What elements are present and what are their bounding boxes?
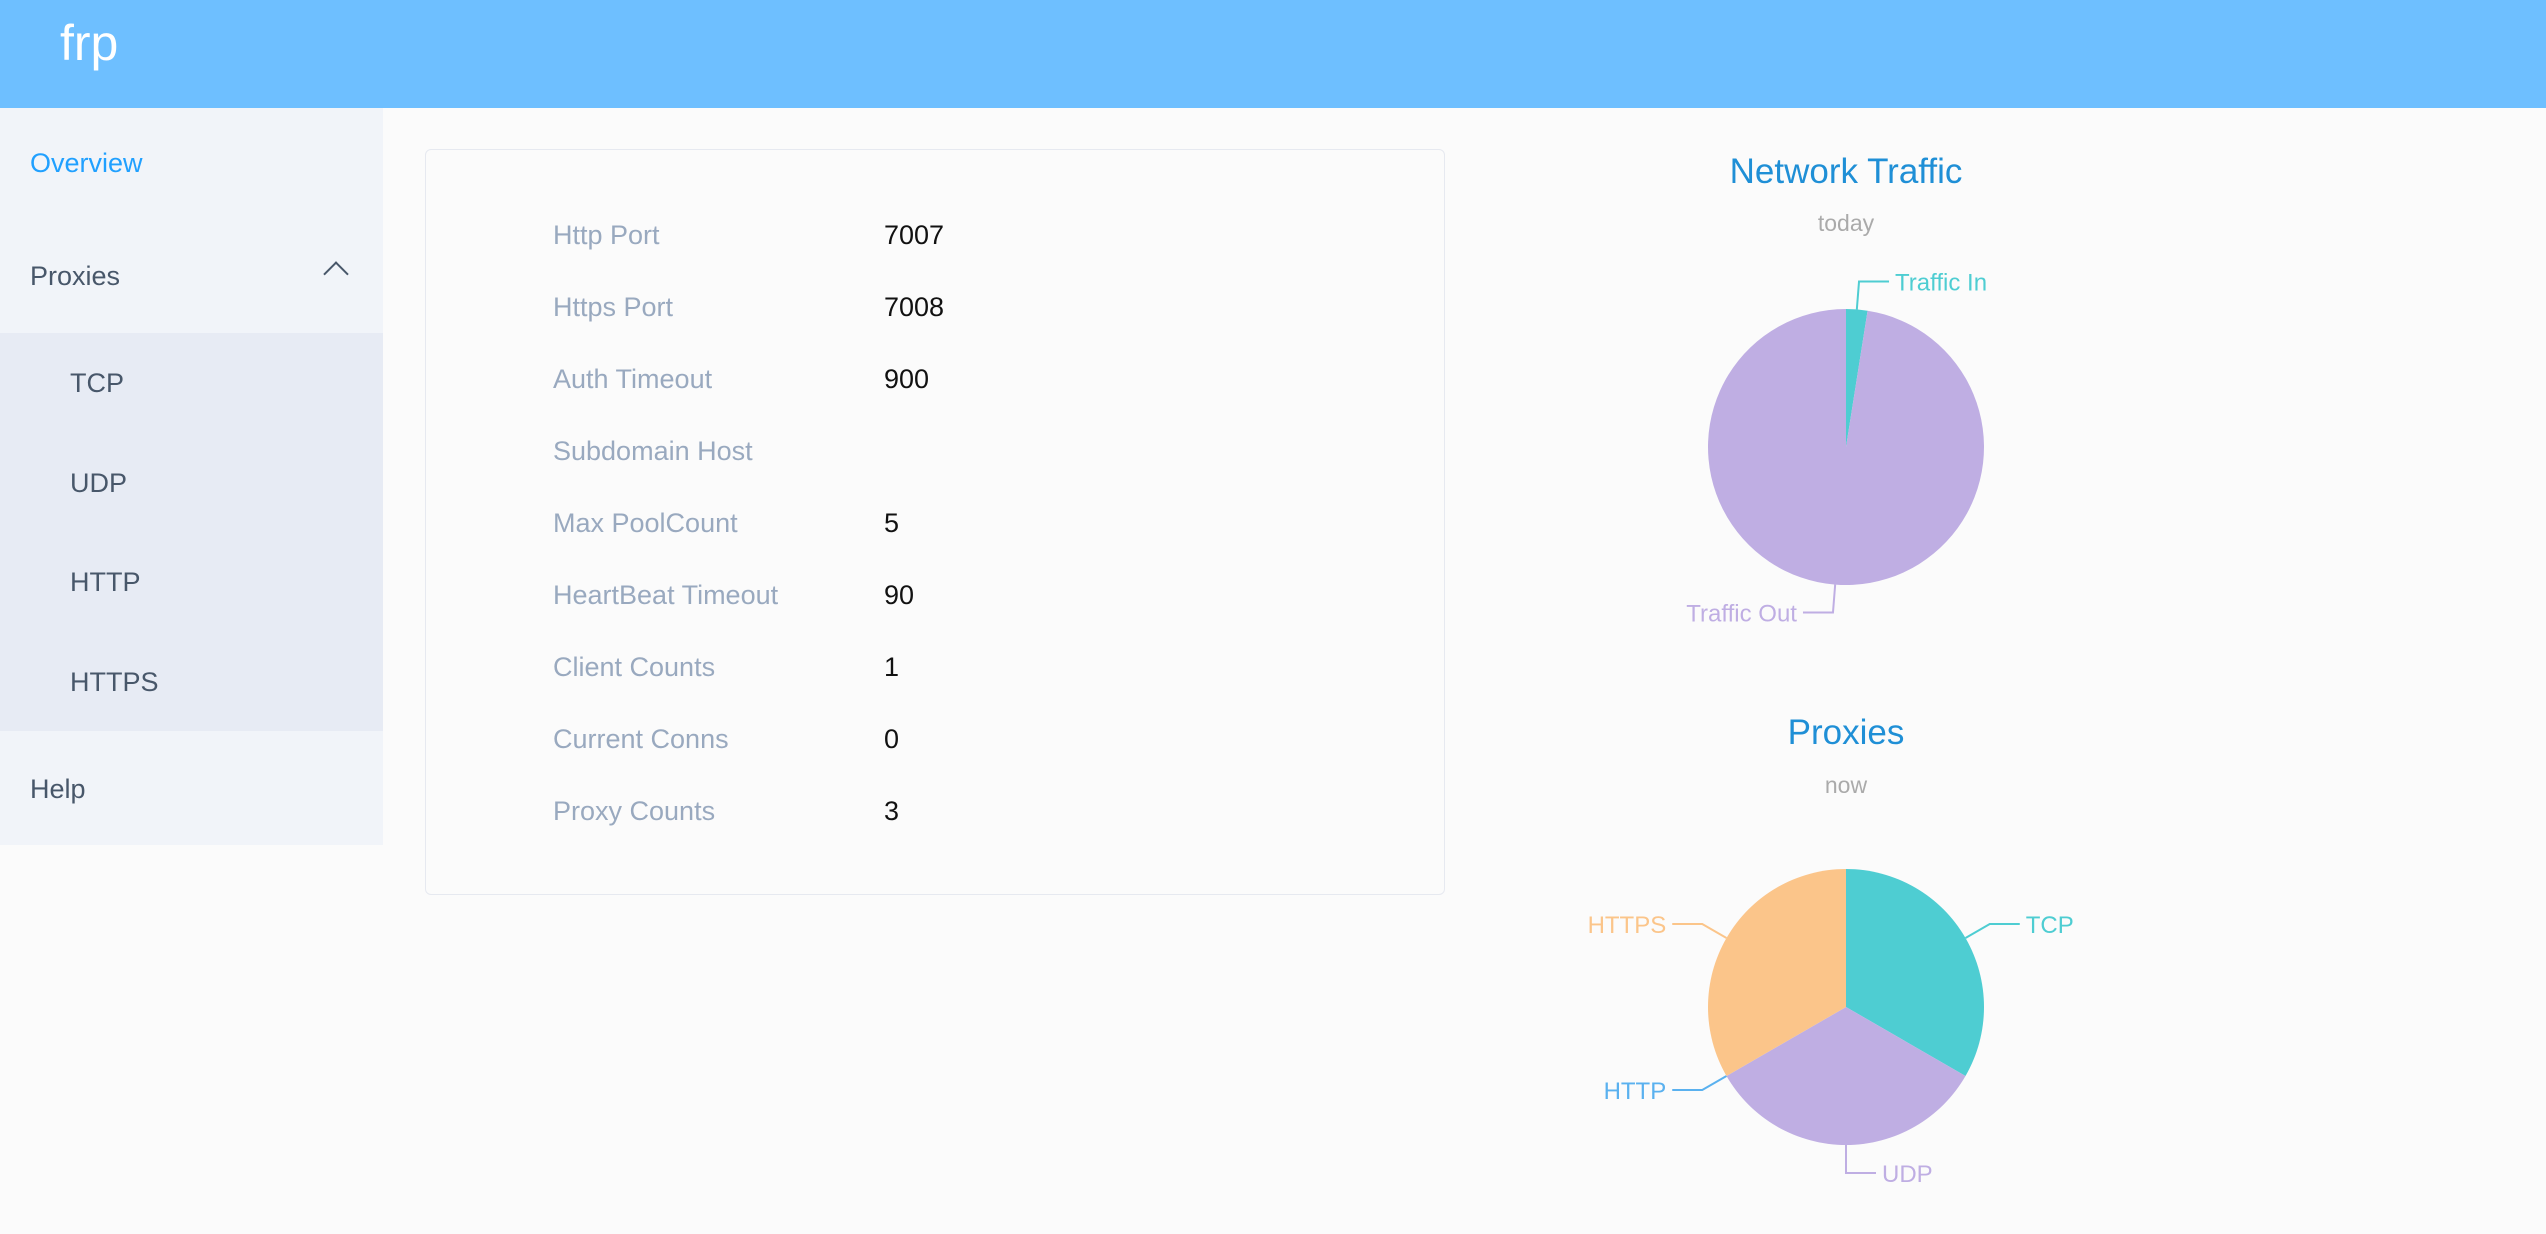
slice-label: Traffic Out <box>1686 600 1797 627</box>
pie-slice-traffic-in[interactable] <box>1846 309 1868 447</box>
pie-slice-https[interactable] <box>1708 869 1846 1076</box>
info-value: 3 <box>884 796 900 826</box>
sidebar-item-overview[interactable]: Overview <box>30 148 143 178</box>
info-label: Max PoolCount <box>553 508 738 538</box>
sidebar: Overview Proxies TCP UDP HTTP HTTPS Help <box>0 108 383 845</box>
info-label: Auth Timeout <box>553 364 713 394</box>
label-line <box>1855 280 1890 310</box>
pie-slice-traffic-out[interactable] <box>1708 309 1984 585</box>
proxies-chart-subtitle: now <box>1824 772 1868 798</box>
network-traffic-title: Network Traffic <box>1729 152 1963 191</box>
slice-label: HTTP <box>1604 1078 1667 1105</box>
label-line <box>1802 584 1837 614</box>
sidebar-item-proxies[interactable]: Proxies <box>0 221 383 331</box>
sidebar-item-udp[interactable]: UDP <box>70 468 128 498</box>
info-label: Proxy Counts <box>553 796 716 826</box>
info-label: Current Conns <box>553 724 729 754</box>
info-value: 5 <box>884 508 900 538</box>
label-line <box>1845 1145 1876 1174</box>
info-label: Http Port <box>553 220 660 250</box>
slice-label: Traffic In <box>1895 270 1987 297</box>
pie-slice-tcp[interactable] <box>1846 869 1984 1076</box>
info-label: Client Counts <box>553 652 716 682</box>
info-value: 7008 <box>884 292 945 322</box>
logo[interactable]: frp <box>60 15 119 71</box>
info-value: 900 <box>884 364 930 394</box>
info-label: Https Port <box>553 292 674 322</box>
server-info-card: Http Port 7007 Https Port 7008 Auth Timeout 9… <box>425 149 1445 895</box>
slice-label: TCP <box>2026 912 2074 939</box>
sidebar-item-https[interactable]: HTTPS <box>70 667 159 697</box>
slice-label: UDP <box>1882 1161 1933 1188</box>
info-label: Subdomain Host <box>553 436 753 466</box>
label-line <box>1672 923 1727 939</box>
label-line <box>1965 923 2020 939</box>
info-value: 0 <box>884 724 900 754</box>
sidebar-item-http[interactable]: HTTP <box>70 567 141 597</box>
proxies-submenu: TCP UDP HTTP HTTPS <box>0 333 383 731</box>
slice-label: HTTPS <box>1588 912 1667 939</box>
sidebar-item-tcp[interactable]: TCP <box>70 368 124 398</box>
info-value: 1 <box>884 652 900 682</box>
sidebar-item-help[interactable]: Help <box>30 774 86 804</box>
top-header: frp <box>0 0 2546 108</box>
info-label: HeartBeat Timeout <box>553 580 779 610</box>
sidebar-item-label: Proxies <box>30 261 121 291</box>
info-value: 90 <box>884 580 915 610</box>
info-value: 7007 <box>884 220 945 250</box>
proxies-chart-title: Proxies <box>1787 713 1905 752</box>
label-line <box>1672 1075 1727 1091</box>
network-traffic-subtitle: today <box>1817 210 1875 236</box>
